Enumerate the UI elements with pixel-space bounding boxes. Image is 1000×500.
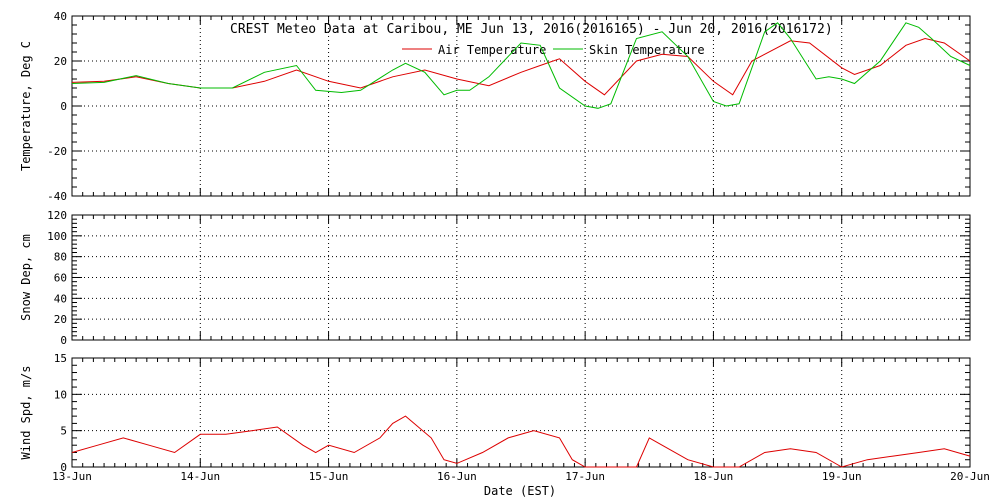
x-tick-label: 17-Jun (565, 470, 605, 483)
y-tick-label: -20 (47, 145, 67, 158)
x-tick-label: 15-Jun (309, 470, 349, 483)
y-tick-label: 5 (60, 425, 67, 438)
y-tick-label: 20 (54, 313, 67, 326)
x-tick-label: 14-Jun (180, 470, 220, 483)
y-tick-label: 80 (54, 251, 67, 264)
series-line-0-0 (71, 37, 971, 96)
y-tick-label: 0 (60, 461, 67, 474)
y-tick-label: 10 (54, 388, 67, 401)
x-axis-label: Date (EST) (484, 484, 556, 498)
y-tick-label: 15 (54, 352, 67, 365)
snow-depth-panel: 0 20 40 60 80 100 120 Snow Dep, cm (19, 209, 971, 347)
y-tick-label: 100 (47, 230, 67, 243)
y-axis-label: Snow Dep, cm (19, 234, 33, 321)
y-tick-label: 120 (47, 209, 67, 222)
y-axis-label: Temperature, Deg C (19, 41, 33, 171)
y-tick-label: 0 (60, 334, 67, 347)
y-tick-label: 20 (54, 55, 67, 68)
y-axis-label: Wind Spd, m/s (19, 366, 33, 460)
temperature-panel: -40 -20 0 20 40 Temperature, Deg C (19, 10, 971, 203)
legend-label-air: Air Temperature (438, 43, 546, 57)
y-tick-label: 60 (54, 272, 67, 285)
plot-frame (71, 357, 971, 468)
y-tick-label: -40 (47, 190, 67, 203)
x-tick-label: 13-Jun (52, 470, 92, 483)
series-line-2-0 (71, 415, 971, 468)
wind-speed-panel: 0 5 10 15 Wind Spd, m/s 13-Jun 14-Jun 15-Jun 16-… (19, 352, 990, 483)
x-tick-label: 18-Jun (694, 470, 734, 483)
x-tick-label: 16-Jun (437, 470, 477, 483)
y-tick-label: 40 (54, 10, 67, 23)
x-tick-label: 20-Jun (950, 470, 990, 483)
series-line-0-1 (71, 22, 971, 109)
x-tick-label: 19-Jun (822, 470, 862, 483)
chart-title: CREST Meteo Data at Caribou, ME Jun 13, … (230, 22, 833, 37)
legend-label-skin: Skin Temperature (589, 43, 705, 57)
y-tick-label: 40 (54, 292, 67, 305)
y-tick-label: 0 (60, 100, 67, 113)
legend: Air Temperature Skin Temperature (402, 43, 705, 57)
